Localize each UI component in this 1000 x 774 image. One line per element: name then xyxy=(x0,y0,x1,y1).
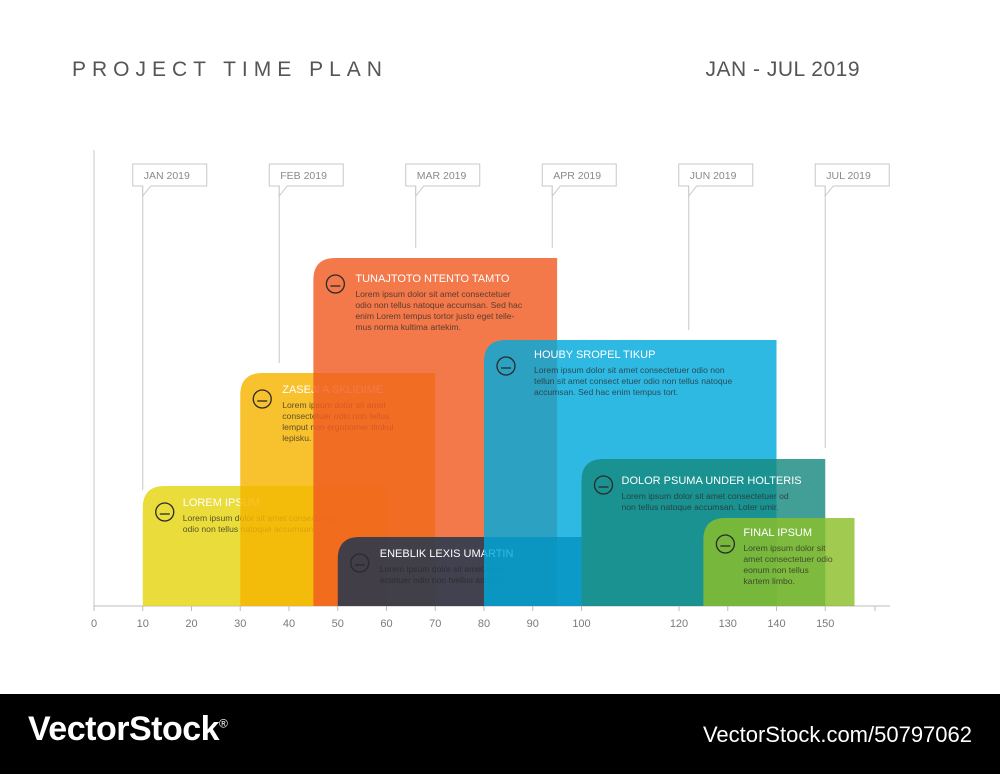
task-description-line: accumsan. Sed hac enim tempus tort. xyxy=(534,387,678,397)
brand-registered: ® xyxy=(219,716,228,731)
task-description-line: mus norma kultima artekim. xyxy=(355,322,461,332)
task-title: ENEBLIK LEXIS UMARTIN xyxy=(380,548,514,560)
date-range: JAN - JUL 2019 xyxy=(705,58,860,81)
marker-flag xyxy=(814,163,890,198)
month-label: APR 2019 xyxy=(553,170,601,182)
task-description-line: non tellus natoque accumsan. Loter umir. xyxy=(622,502,779,512)
task-description-line: Lorem ipsum dolor sit xyxy=(743,543,826,553)
task-description-line: lepisku. xyxy=(282,433,311,443)
x-tick-label: 60 xyxy=(380,618,392,630)
x-tick-label: 130 xyxy=(719,618,737,630)
month-label: JAN 2019 xyxy=(144,170,190,182)
task-description-line: Lorem ipsum dolor sit amet consectetuer … xyxy=(622,491,789,501)
x-tick-label: 40 xyxy=(283,618,295,630)
month-label: JUN 2019 xyxy=(690,170,737,182)
month-marker: JAN 2019 xyxy=(132,163,208,490)
task-description-line: amet consectetuer odio xyxy=(743,554,833,564)
image-id-url: VectorStock.com/50797062 xyxy=(702,722,972,747)
task-title: DOLOR PSUMA UNDER HOLTERIS xyxy=(622,475,802,487)
marker-flag xyxy=(405,163,481,198)
globe-icon xyxy=(496,356,516,376)
task-description-line: tellun sit amet consect etuer odio non t… xyxy=(534,376,732,386)
speech-bubbles-icon xyxy=(325,274,346,294)
x-tick-label: 120 xyxy=(670,618,688,630)
task-title: TUNAJTOTO NTENTO TAMTO xyxy=(355,273,509,285)
footer-bar: VectorStock® VectorStock.com/50797062 xyxy=(0,694,1000,774)
x-tick-label: 140 xyxy=(767,618,785,630)
house-icon xyxy=(715,534,736,554)
month-marker: FEB 2019 xyxy=(268,163,344,363)
marker-flag xyxy=(678,163,754,198)
task-description-line: Lorem ipsum dolor sit amet consectetuer … xyxy=(534,365,725,375)
page-title: PROJECT TIME PLAN xyxy=(72,58,388,81)
task-bar xyxy=(703,518,855,606)
month-label: MAR 2019 xyxy=(417,170,467,182)
month-label: FEB 2019 xyxy=(280,170,327,182)
brand-name: VectorStock xyxy=(28,710,220,748)
x-tick-label: 0 xyxy=(91,618,97,630)
x-tick-label: 80 xyxy=(478,618,490,630)
task-title: HOUBY SROPEL TIKUP xyxy=(534,349,655,361)
month-marker: APR 2019 xyxy=(541,163,617,248)
brand-logo: VectorStock® xyxy=(28,710,228,749)
task-description-line: kartem limbo. xyxy=(743,576,795,586)
month-marker: JUN 2019 xyxy=(678,163,754,330)
task-description-line: Lorem ipsum dolor sit amet consectetuer xyxy=(355,289,510,299)
puzzle-icon xyxy=(252,389,272,409)
marker-flag xyxy=(132,163,208,198)
task-description-line: enim Lorem tempus tortor justo eget tell… xyxy=(355,311,514,321)
x-tick-label: 30 xyxy=(234,618,246,630)
person-icon xyxy=(350,553,370,573)
month-marker: MAR 2019 xyxy=(405,163,481,248)
task-title: FINAL IPSUM xyxy=(743,527,812,539)
x-tick-label: 70 xyxy=(429,618,441,630)
lightbulb-icon xyxy=(155,502,175,522)
gears-icon xyxy=(593,475,614,495)
task-description-line: Lorem ipsum dolor sit amet cons xyxy=(380,564,504,574)
x-tick-label: 50 xyxy=(332,618,344,630)
x-tick-label: 10 xyxy=(137,618,149,630)
marker-flag xyxy=(541,163,617,198)
x-tick-label: 90 xyxy=(527,618,539,630)
x-tick-label: 20 xyxy=(185,618,197,630)
task-description-line: ectetuer odio non tvellus accum xyxy=(380,575,501,585)
task-description-line: eonum non tellus xyxy=(743,565,808,575)
x-tick-label: 150 xyxy=(816,618,834,630)
marker-flag xyxy=(268,163,344,198)
x-tick-label: 100 xyxy=(572,618,590,630)
task-description-line: odio non tellus natoque accumsan. Sed ha… xyxy=(355,300,522,310)
timeline-chart: JAN 2019 FEB 2019 MAR 2019 APR 2019 JUN 2019… xyxy=(91,150,890,630)
month-marker: JUL 2019 xyxy=(814,163,890,448)
month-label: JUL 2019 xyxy=(826,170,871,182)
